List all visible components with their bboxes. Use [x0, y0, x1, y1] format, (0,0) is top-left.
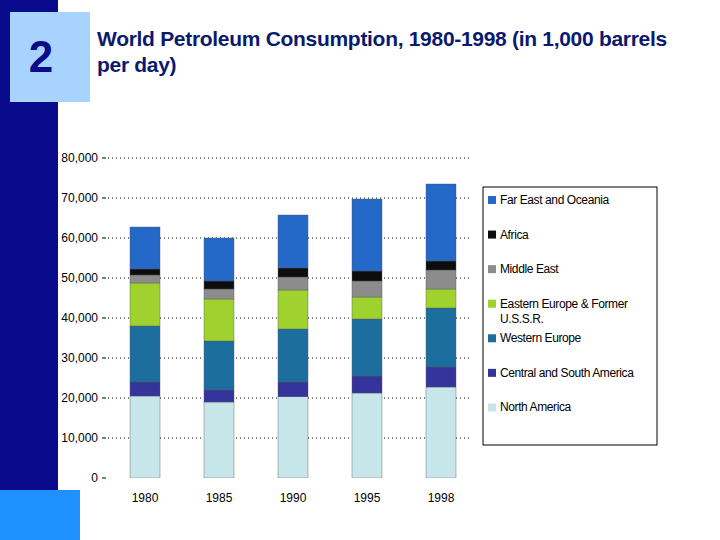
- bar-segment: [426, 184, 456, 261]
- legend-swatch: [488, 196, 496, 204]
- legend-line: Eastern Europe & Former: [500, 297, 628, 311]
- bar-segment: [426, 308, 456, 367]
- tick-label: 70,000: [61, 191, 98, 205]
- legend-line: Far East and Oceania: [500, 193, 609, 207]
- bar-segment: [204, 341, 234, 390]
- bar-segment: [278, 277, 308, 290]
- x-axis: 1980 1985 1990 1995 1998: [132, 491, 455, 505]
- bar-segment: [352, 376, 382, 393]
- tick-label: 0: [91, 471, 98, 485]
- legend-swatch: [488, 265, 496, 273]
- legend-line: Central and South America: [500, 366, 634, 380]
- legend-line: North America: [500, 400, 572, 414]
- bars: [130, 184, 456, 478]
- bar-segment: [278, 290, 308, 329]
- legend-label: Western Europe: [500, 331, 582, 345]
- bar-segment: [130, 269, 160, 275]
- grid-line: [108, 158, 470, 159]
- bar-segment: [130, 396, 160, 478]
- tick-mark: [102, 438, 106, 439]
- bar-segment: [426, 270, 456, 289]
- y-axis: 0 10,000 20,000 30,000 40,000 50,000 60,000 70,…: [61, 151, 106, 485]
- bar-segment: [278, 397, 308, 478]
- legend-line: U.S.S.R.: [500, 312, 544, 326]
- legend-swatch: [488, 403, 496, 411]
- bar-segment: [352, 319, 382, 376]
- tick-label: 60,000: [61, 231, 98, 245]
- bar-segment: [130, 382, 160, 396]
- bar-segment: [204, 390, 234, 402]
- bar-segment: [426, 367, 456, 387]
- chart-title: World Petroleum Consumption, 1980-1998 (…: [97, 26, 687, 78]
- bar-segment: [130, 283, 160, 326]
- slide-number: 2: [10, 14, 72, 100]
- legend: Far East and Oceania Africa Middle East Eas…: [483, 187, 657, 445]
- slide: 2 World Petroleum Consumption, 1980-1998…: [0, 0, 720, 540]
- legend-label: Far East and Oceania: [500, 193, 609, 207]
- legend-label: North America: [500, 400, 572, 414]
- bar-segment: [204, 299, 234, 341]
- legend-line: Africa: [500, 228, 529, 242]
- grid: [108, 158, 470, 438]
- bar-segment: [278, 268, 308, 277]
- tick-label: 50,000: [61, 271, 98, 285]
- chart: 0 10,000 20,000 30,000 40,000 50,000 60,000 70,…: [0, 0, 720, 540]
- bar-segment: [130, 275, 160, 283]
- bar-segment: [426, 387, 456, 478]
- tick-mark: [102, 198, 106, 199]
- bar-segment: [426, 289, 456, 308]
- bar-segment: [278, 382, 308, 397]
- category-label: 1998: [428, 491, 455, 505]
- category-label: 1980: [132, 491, 159, 505]
- tick-mark: [102, 398, 106, 399]
- legend-swatch: [488, 300, 496, 308]
- tick-mark: [102, 358, 106, 359]
- legend-line: Western Europe: [500, 331, 582, 345]
- legend-line: Middle East: [500, 262, 559, 276]
- bar-segment: [352, 393, 382, 478]
- legend-label: Middle East: [500, 262, 559, 276]
- bar-segment: [204, 289, 234, 299]
- bar-segment: [204, 281, 234, 289]
- tick-label: 40,000: [61, 311, 98, 325]
- legend-swatch: [488, 231, 496, 239]
- bar-segment: [204, 238, 234, 281]
- tick-mark: [102, 278, 106, 279]
- bar-segment: [352, 199, 382, 271]
- bar-segment: [352, 297, 382, 319]
- bar-segment: [352, 281, 382, 297]
- tick-label: 20,000: [61, 391, 98, 405]
- category-label: 1990: [280, 491, 307, 505]
- tick-mark: [102, 158, 106, 159]
- tick-label: 80,000: [61, 151, 98, 165]
- legend-label: Central and South America: [500, 366, 634, 380]
- bar-segment: [130, 227, 160, 269]
- bar-segment: [278, 329, 308, 382]
- bar-segment: [426, 261, 456, 270]
- category-label: 1985: [206, 491, 233, 505]
- corner-box: [0, 490, 80, 540]
- legend-box: [483, 187, 657, 445]
- tick-mark: [102, 478, 106, 479]
- bar-segment: [130, 326, 160, 382]
- legend-swatch: [488, 334, 496, 342]
- category-label: 1995: [354, 491, 381, 505]
- bar-segment: [278, 215, 308, 268]
- legend-label: Eastern Europe & FormerU.S.S.R.: [500, 297, 628, 326]
- grid-line: [108, 198, 470, 199]
- tick-label: 30,000: [61, 351, 98, 365]
- tick-mark: [102, 238, 106, 239]
- tick-mark: [102, 318, 106, 319]
- legend-label: Africa: [500, 228, 529, 242]
- legend-swatch: [488, 369, 496, 377]
- bar-segment: [352, 271, 382, 281]
- bar-segment: [204, 402, 234, 478]
- tick-label: 10,000: [61, 431, 98, 445]
